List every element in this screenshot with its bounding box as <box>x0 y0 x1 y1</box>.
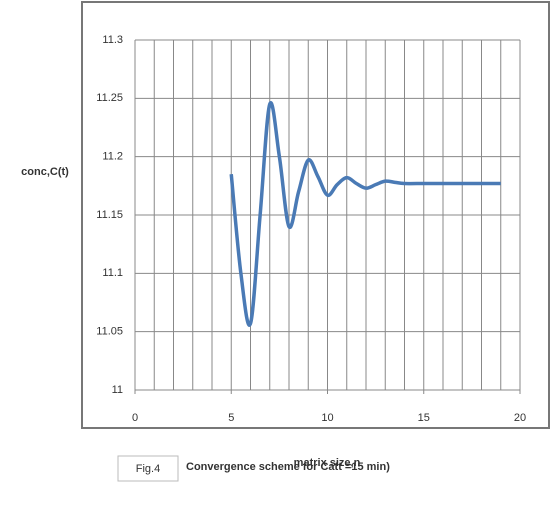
x-tick-label: 20 <box>514 412 526 424</box>
x-tick-label: 15 <box>418 412 430 424</box>
x-tick-label: 10 <box>321 412 333 424</box>
x-axis-label: matrix size,n <box>294 457 361 469</box>
data-line <box>229 100 501 327</box>
y-tick-label: 11.05 <box>96 326 123 338</box>
y-tick-label: 11.15 <box>96 209 123 221</box>
y-tick-label: 11.3 <box>102 34 123 46</box>
caption: Convergence scheme for Catt =15 min) <box>186 461 390 473</box>
figure-label: Fig.4 <box>136 463 160 475</box>
y-tick-label: 11.2 <box>102 151 123 163</box>
y-axis-label: conc,C(t) <box>21 166 69 178</box>
x-tick-label: 5 <box>228 412 234 424</box>
figure-label-box <box>117 455 179 482</box>
y-tick-label: 11.1 <box>102 267 123 279</box>
y-tick-label: 11.25 <box>96 92 123 104</box>
y-tick-label: 11 <box>112 384 123 396</box>
x-tick-label: 0 <box>132 412 138 424</box>
